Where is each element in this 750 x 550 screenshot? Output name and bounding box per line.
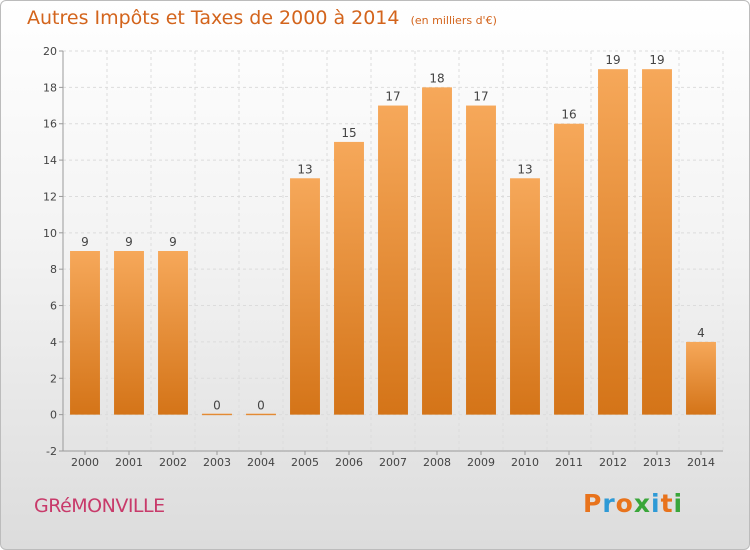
x-tick-label: 2006 bbox=[335, 456, 363, 469]
bar bbox=[114, 251, 144, 415]
data-label: 0 bbox=[213, 399, 221, 413]
x-tick-label: 2005 bbox=[291, 456, 319, 469]
y-tick-label: 8 bbox=[50, 263, 57, 276]
logo-letter: o bbox=[615, 489, 634, 518]
logo-letter: i bbox=[651, 489, 661, 518]
y-tick-label: 10 bbox=[43, 227, 57, 240]
data-label: 4 bbox=[697, 326, 705, 340]
bar bbox=[642, 69, 672, 415]
data-label: 0 bbox=[257, 399, 265, 413]
y-tick-label: -2 bbox=[46, 445, 57, 458]
bar bbox=[246, 413, 276, 416]
bar bbox=[378, 105, 408, 415]
data-label: 19 bbox=[649, 53, 664, 67]
x-tick-label: 2014 bbox=[687, 456, 715, 469]
x-tick-label: 2010 bbox=[511, 456, 539, 469]
y-tick-label: 12 bbox=[43, 190, 57, 203]
x-tick-label: 2013 bbox=[643, 456, 671, 469]
y-tick-label: 16 bbox=[43, 118, 57, 131]
bars bbox=[70, 69, 716, 416]
logo-letter: t bbox=[660, 489, 674, 518]
bar bbox=[158, 251, 188, 415]
x-tick-label: 2011 bbox=[555, 456, 583, 469]
chart-unit: (en milliers d'€) bbox=[410, 14, 497, 27]
x-tick-label: 2001 bbox=[115, 456, 143, 469]
chart-title: Autres Impôts et Taxes de 2000 à 2014 bbox=[27, 7, 400, 29]
data-label: 17 bbox=[473, 90, 488, 104]
bar bbox=[422, 87, 452, 415]
y-tick-label: 4 bbox=[50, 336, 57, 349]
bar bbox=[598, 69, 628, 415]
y-tick-label: 20 bbox=[43, 45, 57, 58]
x-tick-label: 2003 bbox=[203, 456, 231, 469]
logo-letter: x bbox=[633, 489, 651, 518]
data-label: 9 bbox=[169, 235, 177, 249]
bar bbox=[70, 251, 100, 415]
x-tick-label: 2000 bbox=[71, 456, 99, 469]
data-label: 13 bbox=[517, 162, 532, 176]
bar bbox=[510, 178, 540, 415]
bar bbox=[466, 105, 496, 415]
bar bbox=[202, 413, 232, 416]
title-row: Autres Impôts et Taxes de 2000 à 2014 (e… bbox=[27, 7, 497, 29]
logo-letter: r bbox=[602, 489, 616, 518]
bar bbox=[290, 178, 320, 415]
data-label: 15 bbox=[341, 126, 356, 140]
axes bbox=[59, 50, 723, 455]
x-tick-label: 2008 bbox=[423, 456, 451, 469]
bar bbox=[554, 123, 584, 415]
bar bbox=[686, 341, 716, 415]
x-tick-label: 2002 bbox=[159, 456, 187, 469]
y-tick-label: 2 bbox=[50, 372, 57, 385]
y-tick-label: 14 bbox=[43, 154, 57, 167]
y-tick-label: 0 bbox=[50, 409, 57, 422]
data-label: 18 bbox=[429, 71, 444, 85]
labels: -2 0 2 4 6 8 10 12 14 16 18 20 9 2000 9 2001 9 2002 0 2003 0… bbox=[43, 45, 715, 469]
x-tick-label: 2009 bbox=[467, 456, 495, 469]
proxiti-logo: Proxiti bbox=[583, 489, 683, 518]
data-label: 17 bbox=[385, 90, 400, 104]
y-tick-label: 6 bbox=[50, 300, 57, 313]
y-tick-label: 18 bbox=[43, 81, 57, 94]
x-tick-label: 2007 bbox=[379, 456, 407, 469]
x-tick-label: 2012 bbox=[599, 456, 627, 469]
data-label: 19 bbox=[605, 53, 620, 67]
data-label: 16 bbox=[561, 108, 576, 122]
data-label: 13 bbox=[297, 162, 312, 176]
data-label: 9 bbox=[81, 235, 89, 249]
commune-name: GRéMONVILLE bbox=[34, 495, 165, 517]
x-tick-label: 2004 bbox=[247, 456, 275, 469]
logo-letter: P bbox=[583, 489, 603, 518]
bar bbox=[334, 141, 364, 415]
data-label: 9 bbox=[125, 235, 133, 249]
logo-letter: i bbox=[673, 489, 684, 518]
